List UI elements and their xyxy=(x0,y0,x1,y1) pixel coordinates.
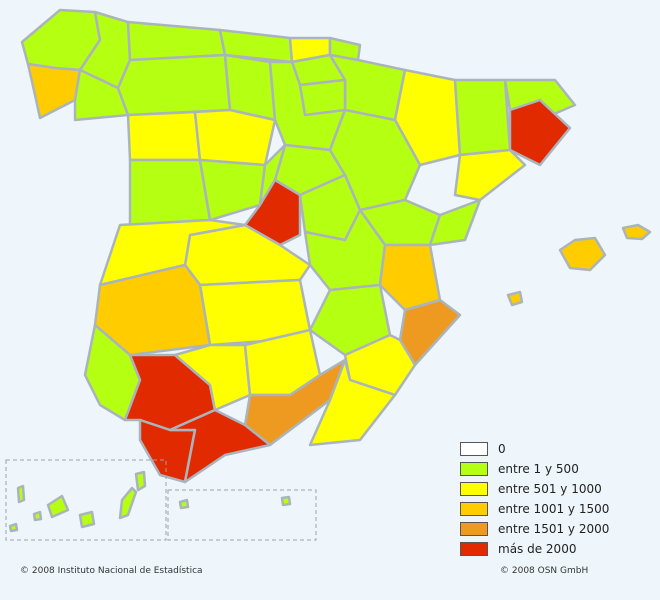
island-la-palma[interactable] xyxy=(16,484,26,504)
legend-swatch xyxy=(460,502,488,516)
legend-label: más de 2000 xyxy=(498,542,577,556)
legend-label: entre 501 y 1000 xyxy=(498,482,602,496)
credit-ine: © 2008 Instituto Nacional de Estadística xyxy=(20,566,203,576)
city-ceuta[interactable] xyxy=(178,498,190,510)
island-ibiza[interactable] xyxy=(506,290,524,307)
province-valladolid[interactable] xyxy=(193,108,277,167)
legend-item: entre 1 y 500 xyxy=(460,459,650,479)
province-huesca[interactable] xyxy=(393,68,462,167)
province-albacete[interactable] xyxy=(308,283,392,357)
province-valencia[interactable] xyxy=(378,243,442,312)
province-ourense[interactable] xyxy=(73,68,130,122)
legend-label: 0 xyxy=(498,442,506,456)
province-pontevedra[interactable] xyxy=(26,62,82,120)
island-tenerife[interactable] xyxy=(46,494,70,519)
province-malaga[interactable] xyxy=(168,408,272,484)
island-lanzarote[interactable] xyxy=(134,470,147,492)
canary-islands-inset xyxy=(5,459,167,541)
province-almeria[interactable] xyxy=(308,358,397,447)
island-gran-canaria[interactable] xyxy=(78,510,96,529)
province-alicante[interactable] xyxy=(398,298,462,367)
city-melilla[interactable] xyxy=(280,495,292,507)
legend-item: más de 2000 xyxy=(460,539,650,559)
island-mallorca[interactable] xyxy=(558,236,607,272)
island-menorca[interactable] xyxy=(621,223,652,241)
legend-label: entre 1 y 500 xyxy=(498,462,579,476)
province-lleida[interactable] xyxy=(453,78,512,157)
province-asturias[interactable] xyxy=(126,20,227,62)
legend-item: entre 501 y 1000 xyxy=(460,479,650,499)
legend-swatch xyxy=(460,542,488,556)
ceuta-melilla-inset xyxy=(167,489,317,541)
province-la-rioja[interactable] xyxy=(298,78,347,117)
legend-swatch xyxy=(460,522,488,536)
legend-item: entre 1001 y 1500 xyxy=(460,499,650,519)
legend: 0 entre 1 y 500 entre 501 y 1000 entre 1… xyxy=(460,439,650,559)
legend-swatch xyxy=(460,442,488,456)
province-barcelona[interactable] xyxy=(508,98,572,167)
legend-item: entre 1501 y 2000 xyxy=(460,519,650,539)
province-castellon[interactable] xyxy=(428,198,482,247)
province-salamanca[interactable] xyxy=(128,158,212,227)
legend-swatch xyxy=(460,462,488,476)
legend-swatch xyxy=(460,482,488,496)
province-tarragona[interactable] xyxy=(453,148,527,202)
legend-label: entre 1001 y 1500 xyxy=(498,502,610,516)
island-el-hierro[interactable] xyxy=(8,522,19,533)
province-zamora[interactable] xyxy=(126,110,202,162)
island-la-gomera[interactable] xyxy=(32,510,43,522)
island-fuerteventura[interactable] xyxy=(118,486,138,520)
legend-label: entre 1501 y 2000 xyxy=(498,522,610,536)
province-leon[interactable] xyxy=(116,53,232,117)
credit-osn: © 2008 OSN GmbH xyxy=(500,566,589,576)
legend-item: 0 xyxy=(460,439,650,459)
